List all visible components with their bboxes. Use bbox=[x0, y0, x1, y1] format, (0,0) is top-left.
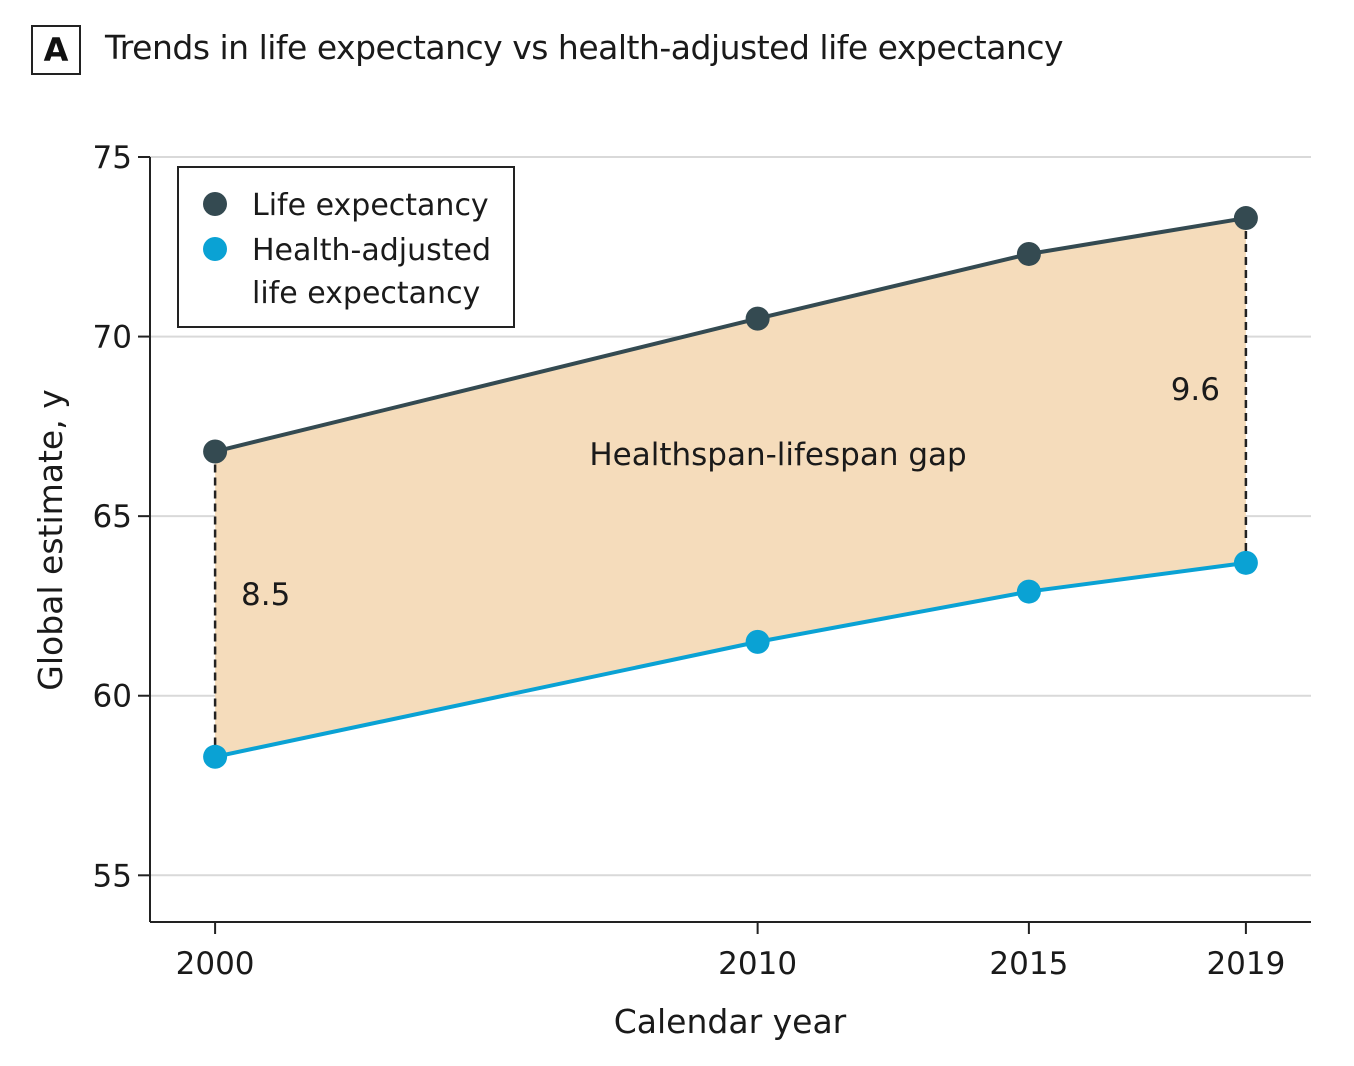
series-line-1 bbox=[214, 560, 1247, 759]
legend-marker-0 bbox=[203, 192, 227, 216]
x-axis-label: Calendar year bbox=[614, 1002, 847, 1041]
x-tick-label: 2010 bbox=[718, 946, 797, 982]
chart-title: Trends in life expectancy vs health-adju… bbox=[105, 28, 1064, 67]
legend-label-1: Health-adjusted bbox=[252, 233, 491, 268]
data-point-1 bbox=[1016, 579, 1041, 604]
data-point-0 bbox=[203, 439, 228, 464]
legend-label-1: life expectancy bbox=[252, 276, 480, 311]
gap-area bbox=[215, 218, 1246, 757]
x-tick-label: 2019 bbox=[1206, 946, 1285, 982]
legend-box bbox=[177, 166, 515, 328]
data-point-0 bbox=[1016, 241, 1041, 266]
y-tick-label: 65 bbox=[93, 499, 132, 535]
data-point-1 bbox=[1233, 550, 1258, 575]
y-tick-label: 55 bbox=[93, 858, 132, 894]
y-axis-label: Global estimate, y bbox=[31, 389, 70, 690]
legend-marker-1 bbox=[203, 237, 227, 261]
gap-label: Healthspan-lifespan gap bbox=[589, 437, 966, 473]
x-tick-label: 2015 bbox=[989, 946, 1068, 982]
legend-label-0: Life expectancy bbox=[252, 188, 489, 223]
data-point-0 bbox=[745, 306, 770, 331]
gap-start-label: 8.5 bbox=[241, 577, 290, 613]
data-point-1 bbox=[203, 744, 228, 769]
y-tick-label: 60 bbox=[93, 679, 132, 715]
data-point-0 bbox=[1233, 206, 1258, 231]
gap-end-label: 9.6 bbox=[1171, 372, 1220, 408]
data-point-1 bbox=[745, 629, 770, 654]
y-tick-label: 70 bbox=[93, 320, 132, 356]
y-tick-label: 75 bbox=[93, 140, 132, 176]
x-tick-label: 2000 bbox=[176, 946, 255, 982]
series-line-0 bbox=[214, 216, 1247, 454]
panel-label: A bbox=[31, 25, 81, 75]
